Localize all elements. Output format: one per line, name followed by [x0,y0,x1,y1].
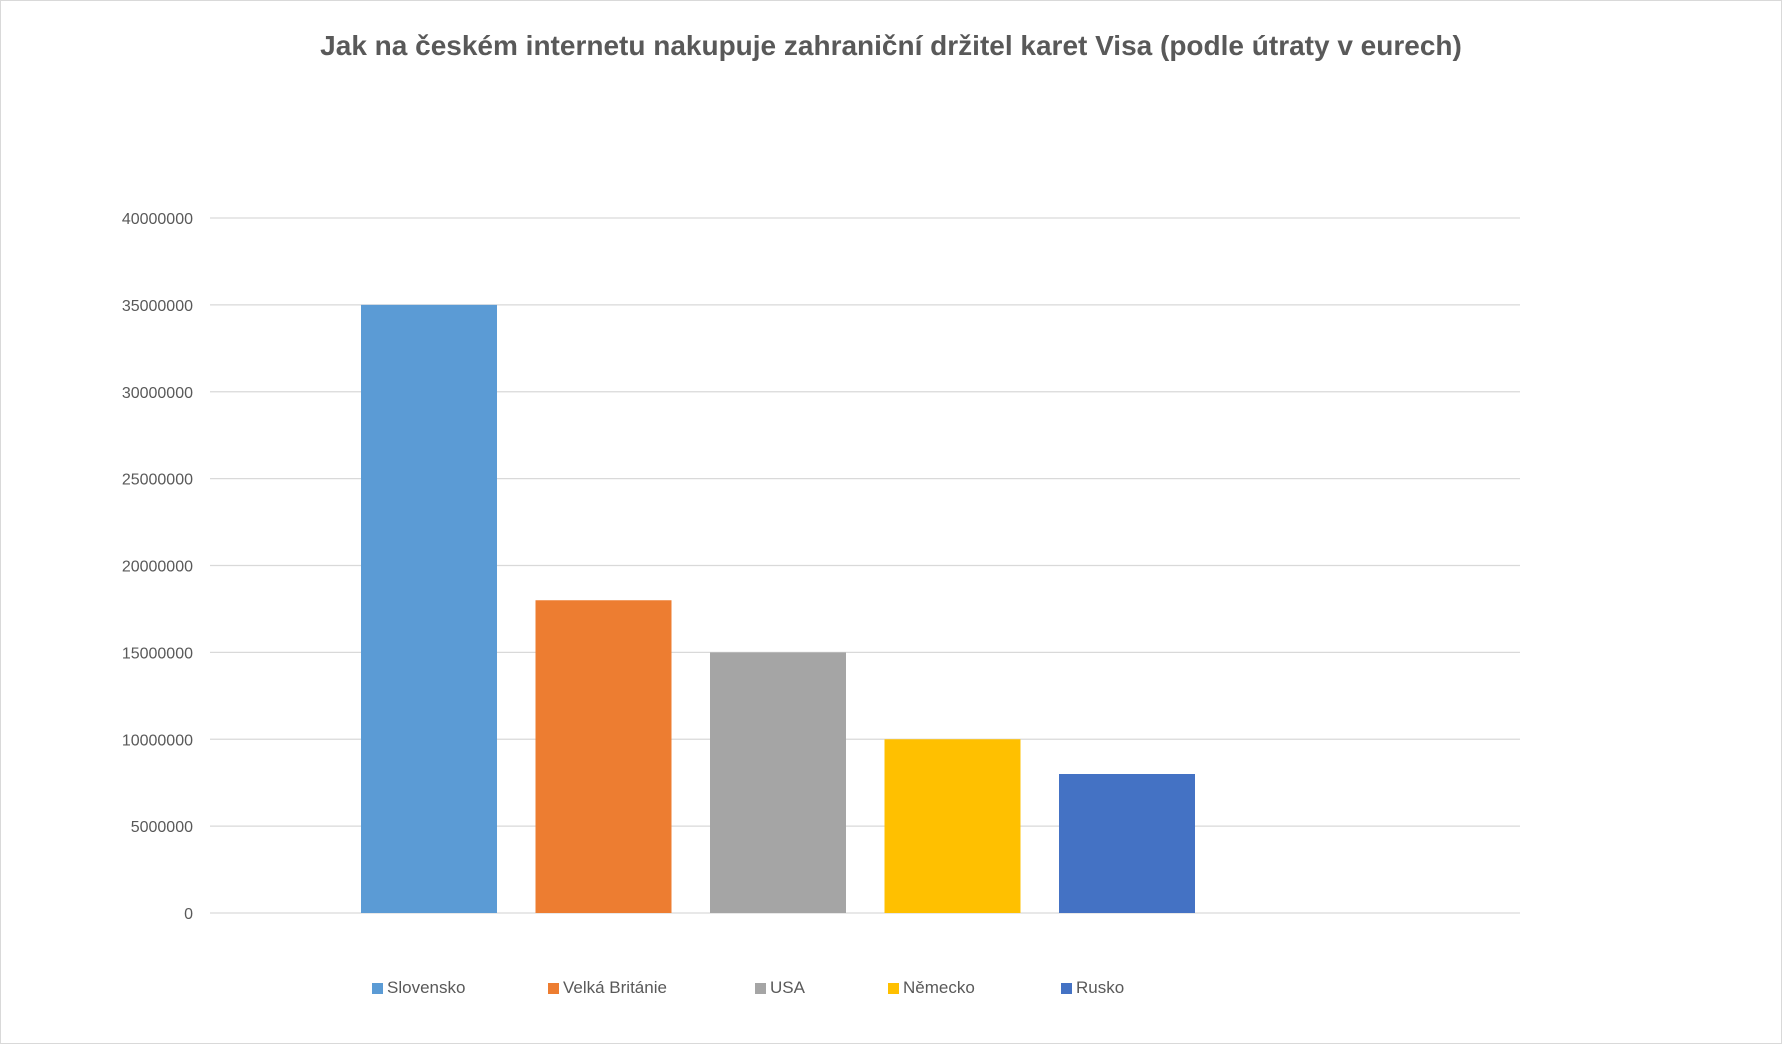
y-tick-label: 15000000 [122,645,193,662]
legend-item: USA [755,978,805,998]
legend-item: Rusko [1061,978,1124,998]
bar-slovensko [361,304,497,913]
bar-usa [710,652,846,913]
legend-label: Německo [903,978,975,997]
legend-swatch [372,982,383,994]
legend-item: Německo [888,978,975,998]
legend-item: Slovensko [372,978,465,998]
y-tick-label: 25000000 [122,472,193,489]
y-tick-label: 20000000 [122,559,193,576]
legend-swatch [1061,982,1072,994]
chart-title: Jak na českém internetu nakupuje zahrani… [320,30,1462,61]
legend-swatch [548,982,559,994]
bar-rusko [1059,774,1195,913]
legend-swatch [888,982,899,994]
y-tick-label: 30000000 [122,385,193,402]
y-tick-label: 5000000 [131,819,193,836]
y-tick-label: 0 [184,906,193,923]
legend-item: Velká Británie [548,978,667,998]
legend-label: Slovensko [387,978,466,997]
legend-swatch [755,982,766,994]
y-tick-label: 10000000 [122,732,193,749]
y-tick-label: 35000000 [122,298,193,315]
legend: Slovensko Velká Británie USA Německo Rusko [0,978,1782,1002]
bar-velká-británie [535,600,672,913]
bar-německo [884,739,1021,913]
y-tick-label: 40000000 [122,211,193,228]
legend-label: Velká Británie [563,978,667,997]
legend-label: Rusko [1076,978,1125,997]
legend-label: USA [770,978,805,997]
